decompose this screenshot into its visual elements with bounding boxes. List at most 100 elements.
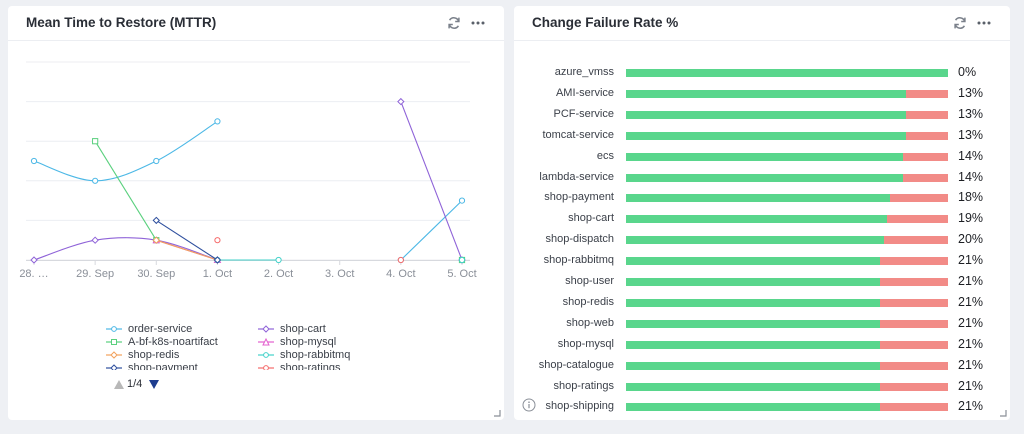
cfr-success-segment bbox=[626, 361, 881, 370]
cfr-bar[interactable] bbox=[626, 236, 948, 245]
cfr-percent-label: 14% bbox=[958, 169, 984, 184]
cfr-success-segment bbox=[626, 319, 881, 328]
cfr-percent-label: 13% bbox=[958, 85, 984, 100]
cfr-row: shop-dispatch 20% bbox=[514, 231, 1010, 252]
cfr-category-label: shop-ratings bbox=[553, 379, 614, 392]
cfr-bar[interactable] bbox=[626, 110, 948, 119]
cfr-row: shop-catalogue 21% bbox=[514, 357, 1010, 378]
data-point bbox=[30, 256, 38, 264]
cfr-category-label: shop-rabbitmq bbox=[543, 254, 614, 267]
x-tick-label: 28. … bbox=[19, 268, 48, 280]
legend-label: shop-redis bbox=[128, 349, 180, 361]
cfr-row: shop-rabbitmq 21% bbox=[514, 252, 1010, 273]
cfr-category-label: lambda-service bbox=[539, 170, 614, 183]
series-line bbox=[33, 120, 218, 182]
cfr-row: azure_vmss 0% bbox=[514, 64, 1010, 85]
cfr-bar[interactable] bbox=[626, 340, 948, 349]
legend-label: shop-payment bbox=[128, 362, 198, 370]
data-point bbox=[92, 138, 99, 145]
cfr-percent-label: 21% bbox=[958, 336, 984, 351]
data-point bbox=[214, 237, 221, 244]
cfr-bar[interactable] bbox=[626, 278, 948, 286]
cfr-category-label: tomcat-service bbox=[542, 128, 614, 141]
cfr-bar[interactable] bbox=[626, 69, 948, 77]
more-options-icon[interactable] bbox=[470, 15, 486, 31]
legend-label: shop-mysql bbox=[280, 336, 337, 348]
legend-diamond-marker-icon bbox=[106, 364, 122, 370]
legend-label: order-service bbox=[128, 323, 193, 335]
cfr-category-label: shop-mysql bbox=[557, 337, 614, 350]
cfr-bar[interactable] bbox=[626, 319, 948, 328]
cfr-row: shop-user 21% bbox=[514, 273, 1010, 294]
x-tick-label: 5. Oct bbox=[447, 268, 476, 280]
cfr-bar[interactable] bbox=[626, 152, 948, 161]
cfr-bar[interactable] bbox=[626, 403, 948, 412]
cfr-row: tomcat-service 13% bbox=[514, 127, 1010, 148]
series-line bbox=[400, 200, 463, 261]
cfr-bar[interactable] bbox=[626, 173, 948, 182]
cfr-category-label: shop-dispatch bbox=[545, 233, 615, 246]
cfr-row: shop-mysql 21% bbox=[514, 336, 1010, 357]
legend-circle-marker-icon bbox=[106, 326, 122, 332]
mttr-panel-header: Mean Time to Restore (MTTR) bbox=[8, 6, 504, 41]
x-tick-label: 3. Oct bbox=[325, 268, 354, 280]
cfr-row: shop-ratings 21% bbox=[514, 378, 1010, 399]
cfr-percent-label: 21% bbox=[958, 357, 984, 372]
legend-circle-marker-icon bbox=[258, 352, 274, 358]
cfr-success-segment bbox=[626, 215, 887, 224]
cfr-category-label: shop-redis bbox=[562, 295, 614, 308]
series-line bbox=[155, 219, 218, 261]
mttr-panel: Mean Time to Restore (MTTR) 28. … 29. Sep… bbox=[8, 6, 504, 420]
cfr-success-segment bbox=[626, 110, 907, 119]
cfr-percent-label: 21% bbox=[958, 253, 984, 268]
pager-up-arrow-icon[interactable] bbox=[114, 380, 124, 389]
cfr-success-segment bbox=[626, 236, 884, 245]
cfr-success-segment bbox=[626, 403, 881, 412]
cfr-success-segment bbox=[626, 69, 948, 77]
x-tick-label: 30. Sep bbox=[137, 268, 175, 280]
cfr-bar[interactable] bbox=[626, 298, 948, 307]
cfr-category-label: azure_vmss bbox=[554, 66, 614, 78]
refresh-icon[interactable] bbox=[446, 15, 462, 31]
mttr-chart: 28. … 29. Sep 30. Sep 1. Oct 2. Oct 3. Oct 4. … bbox=[19, 61, 477, 280]
pager-down-arrow-icon[interactable] bbox=[149, 380, 159, 389]
cfr-row: shop-cart 19% bbox=[514, 210, 1010, 231]
cfr-percent-label: 13% bbox=[958, 106, 984, 121]
pager-text: 1/4 bbox=[127, 378, 143, 390]
cfr-bar[interactable] bbox=[626, 131, 948, 140]
cfr-bar[interactable] bbox=[626, 257, 948, 266]
cfr-category-label: shop-cart bbox=[568, 212, 614, 225]
cfr-row: PCF-service 13% bbox=[514, 106, 1010, 127]
cfr-bar[interactable] bbox=[626, 215, 948, 224]
x-tick-label: 2. Oct bbox=[264, 268, 293, 280]
cfr-success-segment bbox=[626, 89, 907, 98]
data-point bbox=[152, 236, 160, 244]
cfr-percent-label: 21% bbox=[958, 274, 984, 288]
cfr-bar[interactable] bbox=[626, 382, 948, 391]
cfr-success-segment bbox=[626, 298, 881, 307]
info-icon[interactable] bbox=[522, 398, 536, 412]
refresh-icon[interactable] bbox=[952, 15, 968, 31]
cfr-bar[interactable] bbox=[626, 89, 948, 98]
cfr-row: AMI-service 13% bbox=[514, 85, 1010, 106]
more-options-icon[interactable] bbox=[976, 15, 992, 31]
cfr-bar[interactable] bbox=[626, 361, 948, 370]
cfr-percent-label: 21% bbox=[958, 378, 984, 393]
cfr-category-label: shop-user bbox=[565, 275, 614, 287]
cfr-bar[interactable] bbox=[626, 194, 948, 203]
data-point bbox=[92, 177, 99, 184]
series-line bbox=[33, 237, 218, 261]
cfr-success-segment bbox=[626, 131, 907, 140]
resize-handle-icon[interactable] bbox=[494, 410, 501, 417]
cfr-success-segment bbox=[626, 382, 881, 391]
data-point bbox=[458, 197, 466, 204]
series-line bbox=[156, 239, 218, 261]
mttr-legend: order-service shop-cart A-bf-k8s-noartif… bbox=[106, 322, 366, 370]
cfr-category-label: AMI-service bbox=[555, 86, 614, 99]
cfr-category-label: shop-web bbox=[566, 316, 614, 329]
cfr-category-label: shop-catalogue bbox=[538, 358, 614, 371]
legend-label: shop-cart bbox=[280, 323, 326, 335]
x-tick-label: 29. Sep bbox=[76, 268, 114, 280]
resize-handle-icon[interactable] bbox=[1000, 410, 1007, 417]
legend-label: shop-ratings bbox=[280, 362, 341, 370]
